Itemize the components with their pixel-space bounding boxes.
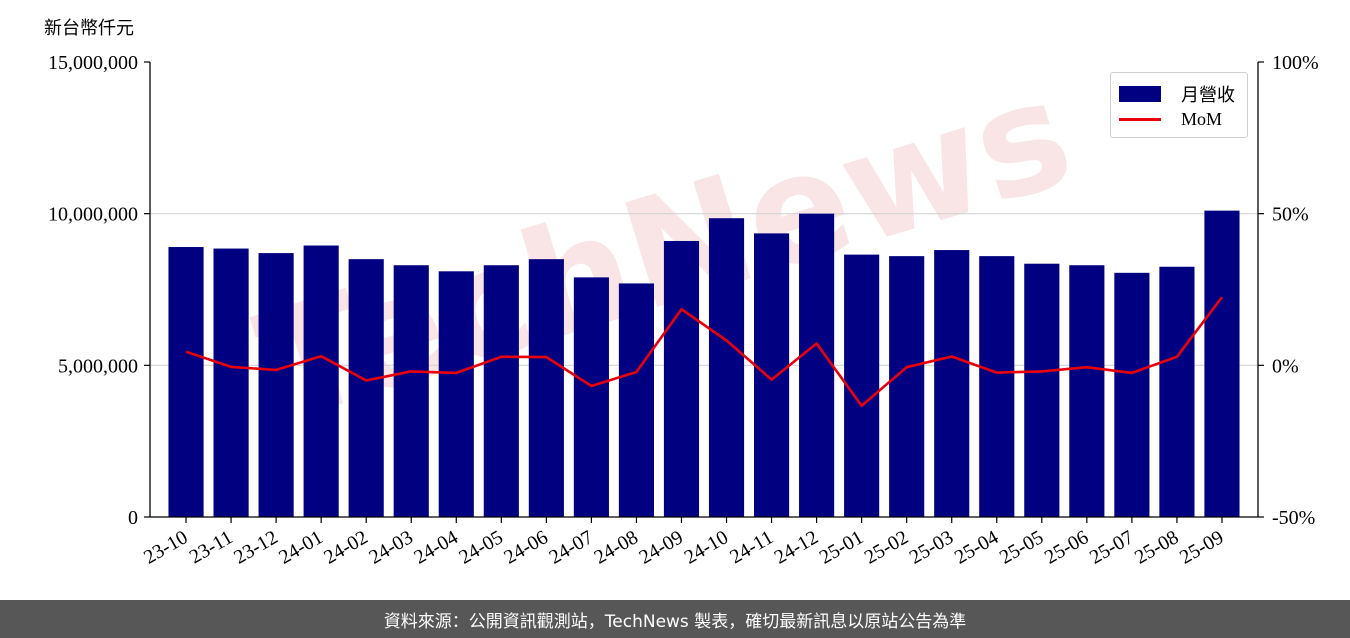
revenue-bar — [1204, 210, 1240, 517]
x-tick-label: 24-05 — [455, 526, 506, 568]
right-tick-label: 0% — [1272, 355, 1299, 377]
x-tick-label: 25-08 — [1131, 526, 1182, 568]
x-tick-label: 24-04 — [410, 526, 461, 568]
revenue-chart: TechNews 05,000,00010,000,00015,000,000-… — [48, 46, 1319, 569]
x-tick-label: 23-10 — [140, 526, 191, 568]
revenue-bar — [438, 271, 474, 517]
revenue-bar — [979, 256, 1015, 517]
legend-swatch-bar — [1119, 86, 1161, 102]
x-tick-label: 23-11 — [186, 526, 237, 568]
x-tick-label: 24-10 — [681, 526, 732, 568]
x-tick-label: 24-03 — [365, 526, 416, 568]
bar-series — [168, 210, 1240, 518]
left-tick-label: 5,000,000 — [58, 355, 138, 377]
x-tick-label: 25-09 — [1176, 526, 1227, 568]
revenue-bar — [799, 213, 835, 517]
revenue-bar — [889, 256, 925, 517]
revenue-bar — [348, 259, 384, 517]
source-footer-text: 資料來源：公開資訊觀測站，TechNews 製表，確切最新訊息以原站公告為準 — [383, 611, 967, 632]
x-tick-label: 25-06 — [1041, 526, 1092, 568]
revenue-bar — [573, 277, 609, 517]
x-tick-label: 24-07 — [545, 526, 596, 568]
x-tick-label: 24-01 — [275, 526, 326, 568]
axes: 0 5,000,000 10,000,000 15,000,000 -50% 0% 50% 1… — [48, 52, 1319, 569]
left-tick-label: 15,000,000 — [48, 52, 138, 74]
x-tick-label: 24-02 — [320, 526, 371, 568]
legend-swatch-line — [1119, 118, 1161, 121]
left-tick-label: 0 — [128, 507, 138, 529]
revenue-bar — [213, 248, 249, 518]
x-tick-label: 25-01 — [816, 526, 867, 568]
legend: 月營收 MoM — [1110, 72, 1248, 138]
legend-label-revenue: 月營收 — [1181, 85, 1235, 106]
right-tick-label: 50% — [1272, 204, 1309, 226]
x-tick-label: 24-09 — [636, 526, 687, 568]
x-tick-label: 25-04 — [951, 526, 1002, 568]
left-tick-label: 10,000,000 — [48, 204, 138, 226]
revenue-bar — [393, 265, 429, 517]
revenue-bar — [1159, 266, 1195, 517]
revenue-bar — [1114, 272, 1150, 517]
revenue-bar — [844, 254, 880, 517]
x-tick-label: 23-12 — [230, 526, 281, 568]
legend-label-mom: MoM — [1181, 109, 1223, 129]
line-series — [185, 296, 1224, 408]
x-tick-label: 25-03 — [906, 526, 957, 568]
revenue-bar — [753, 233, 790, 517]
revenue-bar — [483, 265, 519, 517]
revenue-bar — [663, 240, 700, 517]
revenue-bar — [168, 247, 204, 518]
revenue-bar — [303, 245, 339, 517]
x-tick-label: 25-02 — [861, 526, 912, 568]
revenue-bar — [258, 253, 294, 517]
revenue-bar — [618, 283, 655, 517]
legend-item-mom: MoM — [1119, 109, 1222, 130]
revenue-bar — [934, 250, 970, 518]
right-tick-label: 100% — [1272, 52, 1319, 74]
x-tick-label: 24-06 — [500, 526, 551, 568]
right-tick-label: -50% — [1272, 507, 1315, 529]
x-tick-label: 24-12 — [771, 526, 822, 568]
revenue-bar — [528, 259, 564, 517]
source-footer: 資料來源：公開資訊觀測站，TechNews 製表，確切最新訊息以原站公告為準 — [0, 600, 1350, 638]
mom-line — [185, 296, 1224, 408]
x-tick-label: 25-07 — [1086, 526, 1137, 568]
x-tick-label: 24-08 — [591, 526, 642, 568]
x-tick-label: 25-05 — [996, 526, 1047, 568]
y-axis-unit-label: 新台幣仟元 — [44, 18, 134, 39]
x-tick-label: 24-11 — [726, 526, 777, 568]
legend-item-revenue: 月營收 — [1119, 81, 1235, 107]
revenue-bar — [1024, 263, 1060, 517]
revenue-bar — [1069, 265, 1105, 517]
revenue-bar — [708, 218, 745, 517]
